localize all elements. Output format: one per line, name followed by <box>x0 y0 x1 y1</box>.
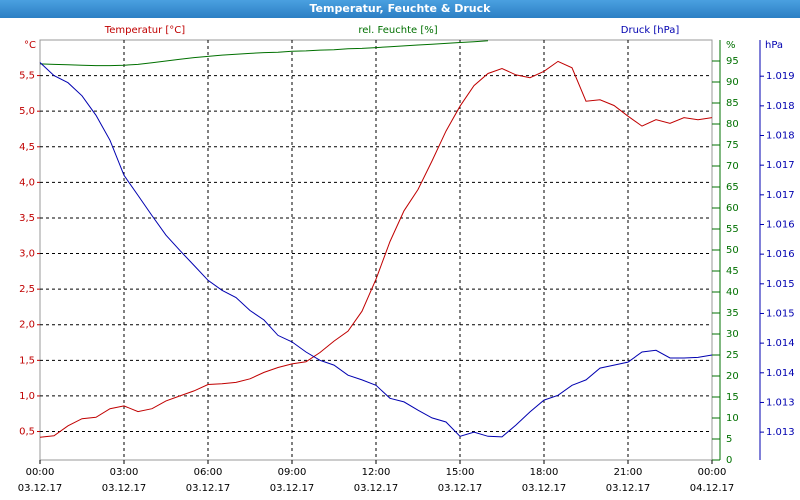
y3-tick-label: 1.017 <box>766 160 795 171</box>
x-tick-date: 03.12.17 <box>270 483 315 494</box>
y2-tick-label: 25 <box>726 350 739 361</box>
y-tick-label: 5,0 <box>19 106 35 117</box>
y3-tick-label: 1.018 <box>766 101 795 112</box>
y3-tick-label: 1.015 <box>766 308 795 319</box>
y-tick-label: 4,0 <box>19 177 35 188</box>
x-tick-date: 03.12.17 <box>18 483 63 494</box>
x-tick-label: 18:00 <box>530 467 559 478</box>
y2-tick-label: 80 <box>726 119 739 130</box>
series-line <box>39 40 489 67</box>
y2-tick-label: 15 <box>726 392 739 403</box>
y2-tick-label: 20 <box>726 371 739 382</box>
y3-tick-label: 1.018 <box>766 131 795 142</box>
series-line <box>39 62 713 438</box>
legend-entry: Druck [hPa] <box>621 25 680 36</box>
y3-tick-label: 1.016 <box>766 249 795 260</box>
x-tick-label: 00:00 <box>26 467 55 478</box>
x-tick-date: 04.12.17 <box>690 483 735 494</box>
x-tick-label: 09:00 <box>278 467 307 478</box>
y2-tick-label: 65 <box>726 182 739 193</box>
y-tick-label: 0,5 <box>19 427 35 438</box>
y3-tick-label: 1.013 <box>766 427 795 438</box>
y2-tick-label: 75 <box>726 140 739 151</box>
y2-tick-label: 40 <box>726 287 739 298</box>
y-tick-label: 4,5 <box>19 142 35 153</box>
y2-tick-label: 30 <box>726 329 739 340</box>
y3-tick-label: 1.014 <box>766 338 795 349</box>
y2-tick-label: 10 <box>726 413 739 424</box>
x-tick-label: 12:00 <box>362 467 391 478</box>
x-tick-date: 03.12.17 <box>102 483 147 494</box>
chart-title: Temperatur, Feuchte & Druck <box>310 2 492 15</box>
y-tick-label: 5,5 <box>19 71 35 82</box>
y3-tick-label: 1.017 <box>766 190 795 201</box>
x-tick-label: 06:00 <box>194 467 223 478</box>
y-tick-label: 2,5 <box>19 284 35 295</box>
y2-tick-label: 35 <box>726 308 739 319</box>
y3-tick-label: 1.019 <box>766 71 795 82</box>
y3-tick-label: 1.014 <box>766 368 795 379</box>
x-tick-label: 15:00 <box>446 467 475 478</box>
y2-tick-label: 70 <box>726 161 739 172</box>
y2-tick-label: 85 <box>726 98 739 109</box>
y3-tick-label: 1.013 <box>766 397 795 408</box>
y2-tick-label: 90 <box>726 77 739 88</box>
x-tick-date: 03.12.17 <box>438 483 483 494</box>
y2-tick-label: 60 <box>726 203 739 214</box>
y3-tick-label: 1.016 <box>766 219 795 230</box>
y3-tick-label: 1.015 <box>766 279 795 290</box>
x-tick-date: 03.12.17 <box>522 483 567 494</box>
legend-entry: Temperatur [°C] <box>104 25 185 36</box>
y2-tick-label: 50 <box>726 245 739 256</box>
series-line <box>39 60 713 438</box>
y2-unit: % <box>726 40 736 51</box>
y-tick-label: 3,5 <box>19 213 35 224</box>
y2-tick-label: 5 <box>726 434 732 445</box>
y3-unit: hPa <box>765 40 783 51</box>
y2-tick-label: 45 <box>726 266 739 277</box>
x-tick-label: 03:00 <box>110 467 139 478</box>
legend-entry: rel. Feuchte [%] <box>358 25 437 36</box>
y2-tick-label: 55 <box>726 224 739 235</box>
y-tick-label: 1,5 <box>19 355 35 366</box>
y2-tick-label: 95 <box>726 56 739 67</box>
x-tick-date: 03.12.17 <box>354 483 399 494</box>
y-tick-label: 1,0 <box>19 391 35 402</box>
y-unit: °C <box>24 40 36 51</box>
x-tick-label: 00:00 <box>698 467 727 478</box>
y2-tick-label: 0 <box>726 455 732 466</box>
x-tick-date: 03.12.17 <box>606 483 651 494</box>
y-tick-label: 2,0 <box>19 320 35 331</box>
x-tick-label: 21:00 <box>614 467 643 478</box>
x-tick-date: 03.12.17 <box>186 483 231 494</box>
y-tick-label: 3,0 <box>19 249 35 260</box>
title-bar <box>0 0 800 18</box>
